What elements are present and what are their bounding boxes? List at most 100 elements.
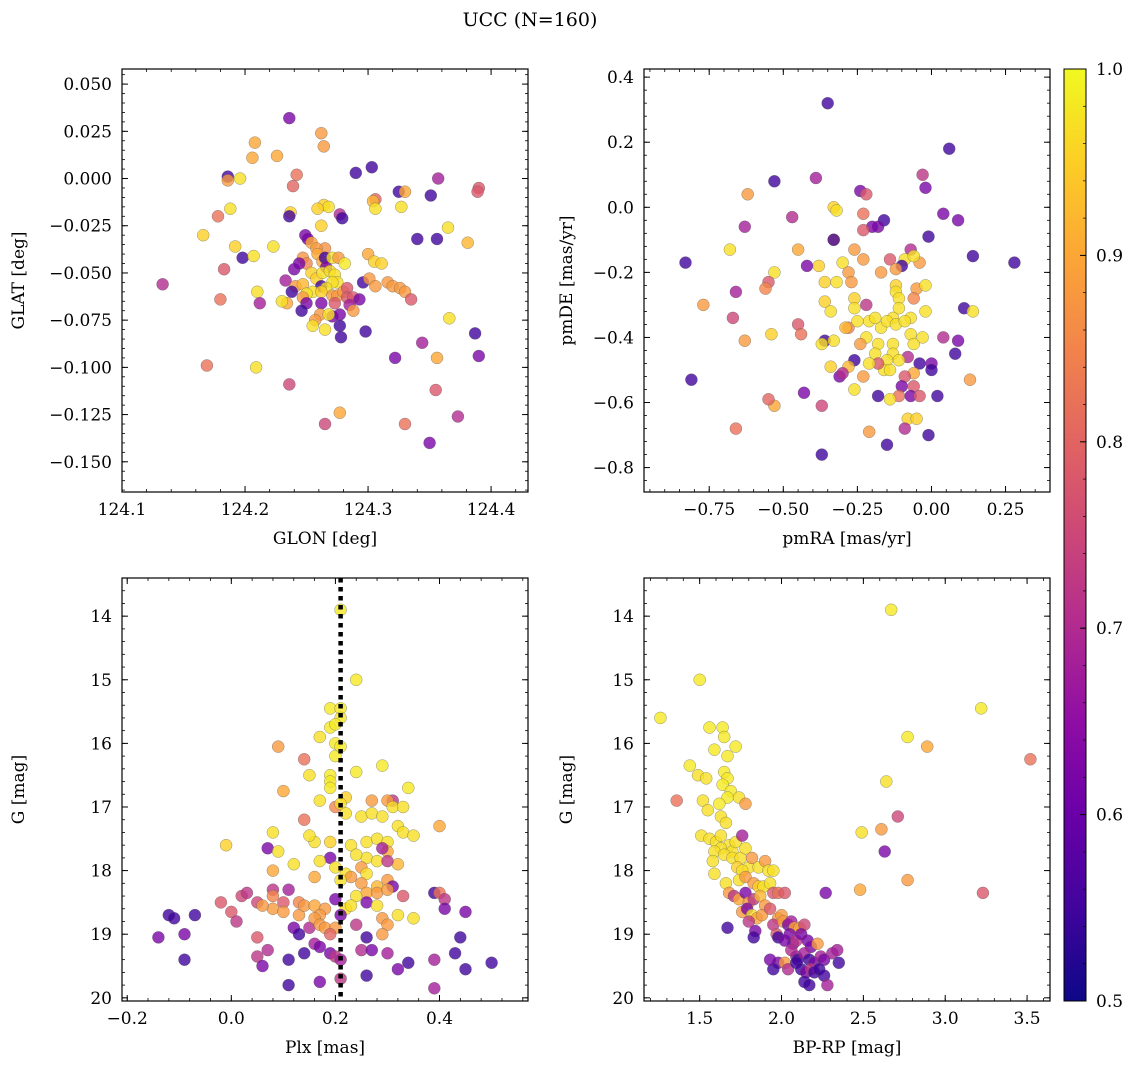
data-point	[913, 389, 926, 403]
data-point	[812, 259, 826, 273]
y-tick-label: 0.000	[63, 170, 112, 190]
data-point	[188, 908, 202, 922]
data-point	[963, 373, 977, 386]
x-tick-label: −0.50	[757, 500, 809, 520]
data-point	[747, 931, 760, 944]
data-point	[365, 794, 379, 807]
x-tick-label: −0.25	[831, 500, 883, 520]
data-point	[271, 740, 285, 753]
y-axis-label: G [mag]	[557, 755, 577, 824]
data-point	[719, 816, 733, 830]
data-point	[248, 136, 262, 149]
data-point	[815, 337, 829, 351]
data-point	[951, 334, 965, 347]
y-axis-label: pmDE [mas/yr]	[557, 215, 577, 345]
figure-title: UCC (N=160)	[463, 9, 598, 31]
data-point	[200, 359, 214, 372]
y-tick-label: 14	[90, 607, 112, 627]
data-point	[901, 873, 914, 887]
data-point	[433, 819, 446, 833]
data-point	[703, 721, 716, 734]
data-point	[907, 292, 920, 305]
data-point	[322, 200, 335, 214]
data-point	[196, 228, 210, 242]
y-tick-label: 14	[612, 607, 634, 627]
y-tick-label: −0.075	[49, 311, 112, 331]
data-point	[395, 200, 408, 214]
y-tick-label: −0.125	[49, 406, 112, 426]
data-point	[848, 301, 861, 315]
y-tick-label: 0.2	[607, 133, 634, 153]
data-point	[883, 253, 897, 266]
data-point	[428, 953, 441, 966]
data-point	[318, 417, 332, 431]
y-tick-label: 0.4	[607, 68, 634, 88]
data-point	[884, 603, 898, 617]
data-point	[821, 96, 834, 110]
x-tick-label: −0.2	[107, 1009, 148, 1029]
data-point	[286, 179, 300, 193]
data-point	[282, 883, 295, 896]
x-axis-label: Plx [mas]	[285, 1038, 365, 1058]
data-point	[365, 807, 379, 820]
data-point	[370, 899, 384, 912]
data-point	[391, 908, 405, 922]
data-point	[369, 202, 382, 215]
data-point	[670, 794, 683, 807]
x-tick-label: −0.75	[683, 500, 735, 520]
colorbar-tick-label: 0.6	[1096, 806, 1123, 826]
data-point	[404, 293, 418, 306]
data-point	[381, 883, 394, 896]
colorbar-tick-label: 0.7	[1096, 619, 1123, 639]
data-point	[375, 257, 388, 270]
x-tick-label: 0.00	[913, 500, 951, 520]
data-point	[355, 877, 368, 890]
data-point	[713, 797, 726, 811]
data-point	[853, 883, 867, 896]
data-point	[292, 257, 306, 270]
data-point	[349, 889, 363, 903]
data-point	[396, 889, 410, 903]
data-point	[721, 749, 734, 763]
data-point	[270, 149, 284, 163]
y-tick-label: −0.6	[593, 394, 634, 414]
data-point	[429, 383, 442, 397]
data-point	[370, 886, 384, 900]
y-tick-label: −0.025	[49, 217, 112, 237]
data-point	[765, 327, 778, 341]
data-point	[271, 845, 285, 858]
y-tick-label: 16	[90, 734, 112, 754]
data-point	[283, 210, 296, 223]
data-point	[708, 867, 721, 881]
data-point	[315, 296, 328, 310]
data-point	[857, 223, 870, 237]
data-point	[811, 937, 824, 951]
x-tick-label: 3.5	[1014, 1009, 1041, 1029]
data-point	[349, 848, 363, 861]
panel-3: −0.2 0.0 0.2 0.4 14 15 16 17 18 19 20 Plx [mas] G [m…	[9, 577, 529, 1058]
data-point	[355, 810, 368, 823]
data-point	[898, 422, 912, 435]
data-point	[178, 953, 191, 966]
data-point	[697, 298, 710, 312]
y-tick-label: 0.0	[607, 198, 634, 218]
x-tick-label: 2.5	[850, 1009, 877, 1029]
data-point	[376, 842, 389, 855]
scatter-points	[654, 603, 1037, 992]
axes-frame	[121, 68, 529, 493]
y-tick-label: −0.100	[49, 358, 112, 378]
data-point	[878, 845, 891, 858]
data-point	[472, 349, 486, 363]
data-point	[966, 249, 980, 263]
data-point	[391, 857, 405, 871]
x-tick-label: 124.1	[98, 500, 147, 520]
data-point	[815, 399, 829, 413]
data-point	[824, 305, 837, 318]
y-tick-label: 19	[90, 925, 112, 945]
y-tick-label: 0.050	[63, 75, 112, 95]
data-point	[290, 168, 303, 182]
data-point	[948, 347, 962, 360]
data-point	[396, 826, 410, 839]
data-point	[797, 386, 811, 400]
y-tick-label: 18	[90, 862, 112, 882]
